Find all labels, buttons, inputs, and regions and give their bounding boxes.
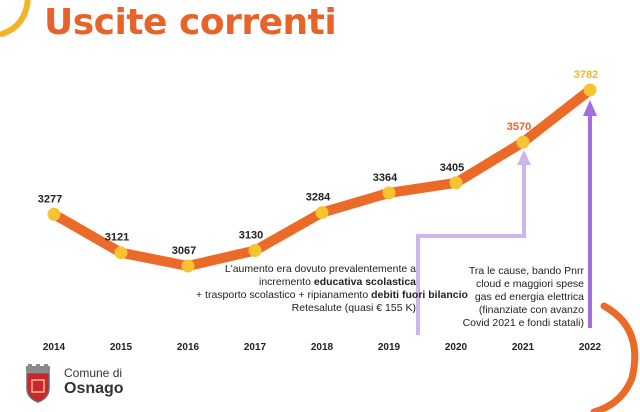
- data-label-2020: 3405: [440, 162, 464, 174]
- x-tick-label-2016: 2016: [177, 342, 200, 353]
- note-line: cloud e maggiori spese: [476, 278, 584, 290]
- data-point-2016: [181, 259, 195, 273]
- annotation-note-2016-2018: L'aumento era dovuto prevalentemente a i…: [196, 263, 468, 315]
- note-line: Covid 2021 e fondi statali): [462, 317, 584, 329]
- data-label-2017: 3130: [239, 229, 263, 241]
- bottom-right-arc-decoration: [590, 302, 639, 412]
- x-tick-label-2018: 2018: [311, 342, 334, 353]
- data-point-2021: [516, 135, 530, 149]
- arrow-2022-head: [583, 100, 597, 116]
- note-line: Retesalute (quasi € 155 K): [291, 302, 416, 314]
- x-tick-label-2017: 2017: [244, 342, 267, 353]
- data-point-2017: [248, 243, 262, 257]
- note-line: L'aumento era dovuto prevalentemente a: [224, 263, 416, 275]
- annotation-note-2021-2022: Tra le cause, bando Pnrr cloud e maggior…: [436, 265, 584, 330]
- data-point-2015: [114, 246, 128, 260]
- note-line: (finanziate con avanzo: [478, 304, 584, 316]
- municipality-logo-text: Comune di Osnago: [64, 366, 124, 398]
- data-label-2016: 3067: [172, 245, 196, 257]
- note-text: incremento: [259, 276, 314, 288]
- note-line: + trasporto scolastico + ripianamento de…: [196, 289, 468, 302]
- note-bold-text: debiti fuori bilancio: [371, 289, 468, 301]
- x-tick-label-2019: 2019: [378, 342, 401, 353]
- note-text: + trasporto scolastico + ripianamento: [196, 289, 372, 301]
- data-point-2019: [382, 186, 396, 200]
- annotation-arrows: [416, 100, 597, 335]
- logo-line-2: Osnago: [64, 380, 124, 397]
- data-label-2021: 3570: [507, 121, 531, 133]
- x-tick-label-2020: 2020: [445, 342, 468, 353]
- x-tick-label-2021: 2021: [512, 342, 535, 353]
- top-left-arc-decoration: [0, 0, 31, 37]
- logo-line-1: Comune di: [64, 366, 123, 380]
- data-label-2018: 3284: [306, 192, 331, 204]
- data-label-2015: 3121: [105, 232, 129, 244]
- data-label-2019: 3364: [373, 172, 398, 184]
- arrow-2021-head: [517, 150, 531, 165]
- data-label-2022: 3782: [574, 69, 598, 81]
- note-line: gas ed energia elettrica: [474, 291, 584, 303]
- note-bold-text: educativa scolastica: [313, 276, 416, 288]
- note-line: Tra le cause, bando Pnrr: [468, 265, 584, 277]
- data-point-2014: [47, 207, 61, 221]
- arrow-2021: [416, 158, 526, 335]
- slide-title: Uscite correnti: [44, 2, 337, 43]
- note-line: incremento educativa scolastica: [196, 276, 416, 289]
- coat-of-arms-icon: [26, 364, 50, 403]
- x-tick-label-2022: 2022: [579, 342, 602, 353]
- data-point-2022: [583, 83, 597, 97]
- data-label-2014: 3277: [38, 193, 62, 205]
- data-point-2020: [449, 176, 463, 190]
- data-point-2018: [315, 206, 329, 220]
- series-line: [49, 85, 595, 271]
- x-tick-label-2015: 2015: [110, 342, 133, 353]
- x-tick-label-2014: 2014: [43, 342, 66, 353]
